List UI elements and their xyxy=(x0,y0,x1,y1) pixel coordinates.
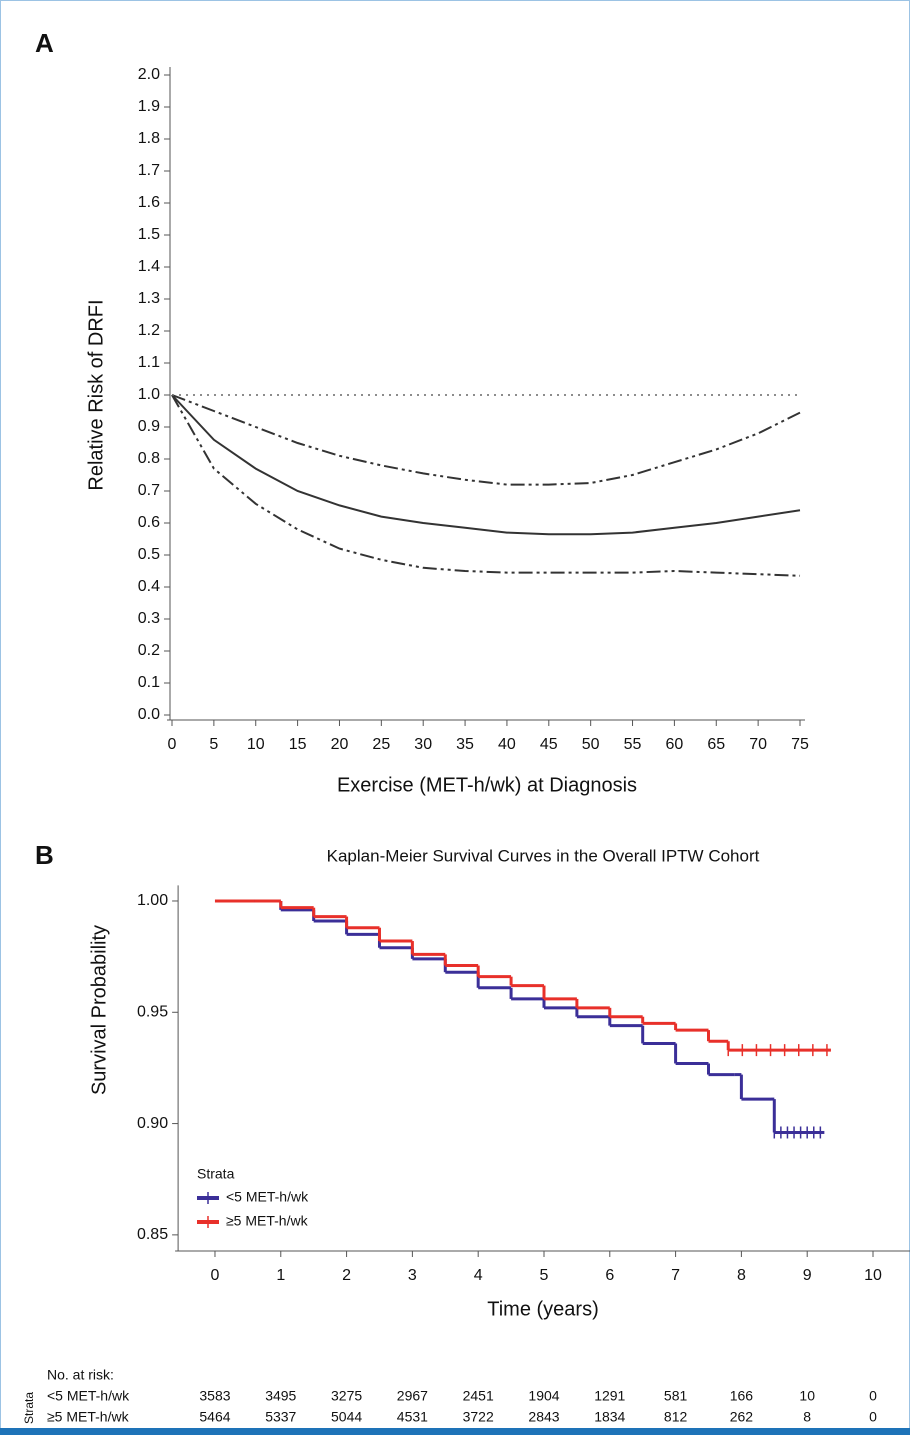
y-tick-label: 0.90 xyxy=(137,1115,168,1132)
y-tick-label: 1.6 xyxy=(138,194,160,211)
y-tick-label: 0.95 xyxy=(137,1003,168,1020)
risk-count: 166 xyxy=(730,1388,754,1404)
risk-count: 3722 xyxy=(463,1409,494,1425)
x-tick-label: 0 xyxy=(168,736,177,753)
y-tick-label: 0.5 xyxy=(138,546,160,563)
x-tick-label: 75 xyxy=(791,736,809,753)
y-tick-label: 2.0 xyxy=(138,66,160,83)
risk-row-label: <5 MET-h/wk xyxy=(47,1388,130,1404)
risk-count: 4531 xyxy=(397,1409,428,1425)
risk-count: 2451 xyxy=(463,1388,494,1404)
footer-bar xyxy=(0,1428,910,1435)
line xyxy=(171,394,801,486)
legend-title: Strata xyxy=(197,1166,235,1182)
risk-count: 581 xyxy=(664,1388,688,1404)
risk-count: 262 xyxy=(730,1409,754,1425)
x-tick-label: 1 xyxy=(276,1267,285,1284)
risk-count: 10 xyxy=(799,1388,815,1404)
y-tick-label: 1.7 xyxy=(138,162,160,179)
x-tick-label: 5 xyxy=(540,1267,549,1284)
y-tick-label: 1.00 xyxy=(137,892,168,909)
risk-count: 0 xyxy=(869,1388,877,1404)
x-tick-label: 9 xyxy=(803,1267,812,1284)
y-tick-label: 0.7 xyxy=(138,482,160,499)
risk-count: 1291 xyxy=(594,1388,625,1404)
x-axis-title: Exercise (MET-h/wk) at Diagnosis xyxy=(337,774,637,796)
x-tick-label: 45 xyxy=(540,736,558,753)
x-tick-label: 3 xyxy=(408,1267,417,1284)
y-tick-label: 1.3 xyxy=(138,290,160,307)
risk-count: 3275 xyxy=(331,1388,362,1404)
risk-count: 5337 xyxy=(265,1409,296,1425)
y-tick-label: 0.8 xyxy=(138,450,160,467)
risk-count: 8 xyxy=(803,1409,811,1425)
y-tick-label: 1.4 xyxy=(138,258,160,275)
y-tick-label: 0.3 xyxy=(138,610,160,627)
y-tick-label: 1.2 xyxy=(138,322,160,339)
y-tick-label: 0.85 xyxy=(137,1226,168,1243)
x-tick-label: 30 xyxy=(414,736,432,753)
x-tick-label: 2 xyxy=(342,1267,351,1284)
risk-count: 812 xyxy=(664,1409,688,1425)
y-tick-label: 0.0 xyxy=(138,706,160,723)
risk-count: 5464 xyxy=(199,1409,230,1425)
x-tick-label: 70 xyxy=(749,736,767,753)
legend-label: <5 MET-h/wk xyxy=(226,1189,309,1205)
y-tick-label: 1.1 xyxy=(138,354,160,371)
risk-count: 3495 xyxy=(265,1388,296,1404)
risk-count: 1904 xyxy=(528,1388,559,1404)
x-axis-title: Time (years) xyxy=(487,1298,598,1320)
x-tick-label: 0 xyxy=(211,1267,220,1284)
x-tick-label: 20 xyxy=(331,736,349,753)
chart-title: Kaplan-Meier Survival Curves in the Over… xyxy=(327,846,760,865)
risk-count: 0 xyxy=(869,1409,877,1425)
x-tick-label: 65 xyxy=(707,736,725,753)
x-tick-label: 55 xyxy=(624,736,642,753)
risk-count: 3583 xyxy=(199,1388,230,1404)
y-axis-title: Relative Risk of DRFI xyxy=(85,299,107,490)
line xyxy=(171,394,801,536)
y-axis-title: Survival Probability xyxy=(88,925,110,1095)
y-tick-label: 0.9 xyxy=(138,418,160,435)
risk-count: 1834 xyxy=(594,1409,625,1425)
x-tick-label: 10 xyxy=(864,1267,882,1284)
x-tick-label: 7 xyxy=(671,1267,680,1284)
x-tick-label: 8 xyxy=(737,1267,746,1284)
x-tick-label: 5 xyxy=(209,736,218,753)
risk-table-title: No. at risk: xyxy=(47,1367,114,1383)
x-tick-label: 4 xyxy=(474,1267,483,1284)
x-tick-label: 60 xyxy=(666,736,684,753)
x-tick-label: 15 xyxy=(289,736,307,753)
x-tick-label: 10 xyxy=(247,736,265,753)
risk-count: 5044 xyxy=(331,1409,362,1425)
y-tick-label: 0.6 xyxy=(138,514,160,531)
y-tick-label: 0.4 xyxy=(138,578,160,595)
legend-label: ≥5 MET-h/wk xyxy=(226,1213,309,1229)
risk-count: 2967 xyxy=(397,1388,428,1404)
risk-count: 2843 xyxy=(528,1409,559,1425)
panel-label: A xyxy=(35,28,54,58)
y-tick-label: 1.8 xyxy=(138,130,160,147)
x-tick-label: 25 xyxy=(372,736,390,753)
x-tick-label: 6 xyxy=(605,1267,614,1284)
x-tick-label: 40 xyxy=(498,736,516,753)
y-tick-label: 0.1 xyxy=(138,674,160,691)
y-tick-label: 1.9 xyxy=(138,98,160,115)
y-tick-label: 1.5 xyxy=(138,226,160,243)
panel-label: B xyxy=(35,840,54,870)
x-tick-label: 50 xyxy=(582,736,600,753)
y-tick-label: 0.2 xyxy=(138,642,160,659)
line xyxy=(171,394,801,577)
risk-table-group-label: Strata xyxy=(22,1392,36,1424)
x-tick-label: 35 xyxy=(456,736,474,753)
y-tick-label: 1.0 xyxy=(138,386,160,403)
risk-row-label: ≥5 MET-h/wk xyxy=(47,1409,130,1425)
